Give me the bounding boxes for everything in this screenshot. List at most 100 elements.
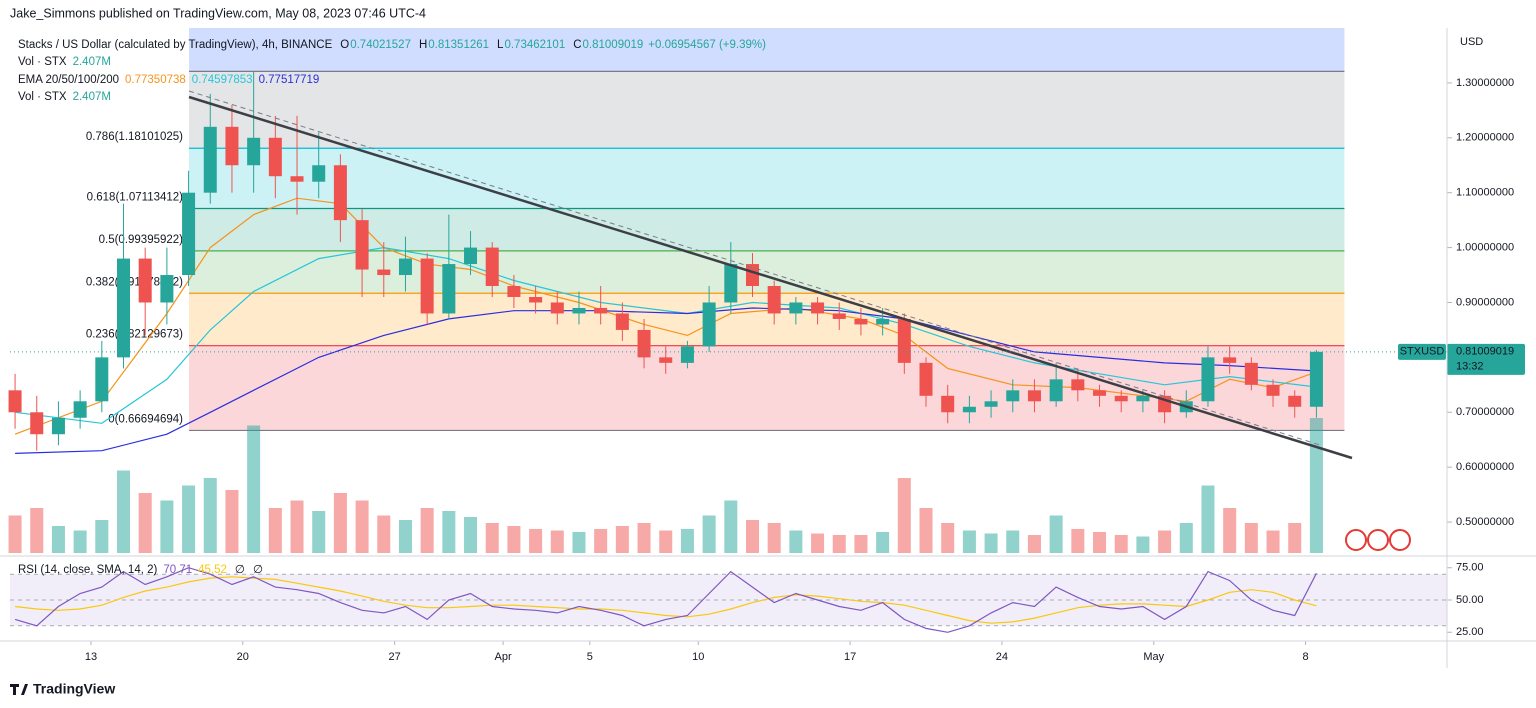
rsi-line (14, 567, 1317, 633)
legend-item: ∅ (253, 564, 263, 576)
volume-bar (811, 533, 825, 553)
candle-body (95, 357, 109, 402)
y-tick-label: 0.60000000 (1456, 461, 1514, 473)
candle-body (1201, 357, 1215, 402)
candle-body (789, 302, 803, 314)
fib-level-label: 0.236(0.82129673) (86, 329, 183, 341)
volume-bar (1006, 530, 1020, 553)
ema-line (14, 197, 1317, 435)
x-tick-label: 20 (237, 651, 249, 663)
candle-body (919, 362, 933, 396)
fib-zone (189, 71, 1345, 149)
volume-bar (529, 529, 543, 553)
volume-bar (268, 508, 282, 553)
rsi-layer: 75.00 50.00 25.00 (10, 562, 1484, 638)
candle-body (268, 137, 282, 177)
volume-bar (702, 515, 716, 553)
flag-icon[interactable] (1367, 529, 1389, 551)
rsi-ma-line (15, 576, 1317, 624)
candle-body (485, 247, 499, 287)
legend-item: 45.52 (198, 564, 227, 576)
legend-item: 0.81351261 (428, 39, 489, 51)
volume-bar (594, 529, 608, 553)
volume-bar (95, 520, 109, 553)
volume-bar (160, 500, 174, 553)
label-layer: 1.30000000 1.20000000 1.10000000 1.00000000… (10, 39, 1525, 663)
legend-item: 0.74597853 (192, 74, 253, 86)
candle-body (312, 165, 326, 182)
flag-icon[interactable] (1345, 529, 1367, 551)
ema-line (15, 246, 1317, 424)
legend-item: C (573, 39, 581, 51)
legend-item: +0.06954567 (+9.39%) (648, 39, 766, 51)
fib-level-label: 0.5(0.99395922) (99, 234, 184, 246)
y-tick-label: 1.20000000 (1456, 132, 1514, 144)
candle-body (702, 302, 716, 347)
fib-extension-zone (189, 28, 1345, 72)
volume-bar (182, 485, 196, 553)
volume-bar (464, 517, 478, 553)
legend-row: EMA 20/50/100/200 0.77350738 0.74597853 0.7… (18, 74, 319, 86)
volume-bar (442, 511, 456, 553)
volume-bar (767, 523, 781, 553)
candle-body (876, 318, 890, 325)
candle-body (203, 126, 217, 193)
y-tick-label: 1.00000000 (1456, 241, 1514, 253)
ema-line (15, 307, 1317, 454)
candle-body (464, 247, 478, 265)
x-tick-label: 13 (85, 651, 97, 663)
fib-zone (189, 148, 1345, 209)
candle-body (811, 302, 825, 314)
x-tick-label: 10 (692, 651, 704, 663)
x-tick-label: 24 (996, 651, 1008, 663)
candle-body (1071, 379, 1085, 391)
logo-mark (10, 684, 28, 695)
legend-row: Vol · STX 2.407M (18, 56, 111, 68)
legend-item: 0.77517719 (259, 74, 320, 86)
fib-level-label: 0.618(1.07113412) (87, 192, 184, 204)
ema-layer (14, 197, 1317, 454)
legend-item: 0.81009019 (583, 39, 644, 51)
candle-body (680, 346, 694, 363)
fib-zone (189, 293, 1345, 346)
volume-bar (420, 508, 434, 553)
volume-bar (51, 526, 65, 553)
volume-bar (203, 478, 217, 553)
volume-bar (377, 515, 391, 553)
candle-body (637, 329, 651, 358)
legend-row: Vol · STX 2.407M (18, 91, 111, 103)
volume-bar (8, 515, 22, 553)
flag-icon[interactable] (1389, 529, 1411, 551)
candle-body (247, 137, 261, 166)
candle-body (182, 192, 196, 276)
symbol-tag (1398, 343, 1446, 360)
legend-item: EMA 20/50/100/200 (18, 74, 119, 86)
volume-bar (1179, 523, 1193, 553)
volume-bar (572, 532, 586, 553)
volume-bar (1288, 523, 1302, 553)
logo-text: TradingView (33, 681, 115, 697)
price-tag (1447, 343, 1525, 375)
candle-body (1309, 351, 1323, 407)
candle-body (1114, 395, 1128, 402)
candle-body (941, 395, 955, 413)
candle-body (615, 313, 629, 330)
volume-bar (962, 530, 976, 553)
fib-zone (189, 208, 1345, 251)
volume-bar (290, 500, 304, 553)
y-tick-label: 0.90000000 (1456, 296, 1514, 308)
rsi-legend: RSI (14, close, SMA, 14, 2) 70.71 45.52 ∅ ∅ (18, 564, 263, 576)
volume-bar (507, 526, 521, 553)
volume-bar (225, 490, 239, 553)
volume-bar (1136, 536, 1150, 553)
candle-body (550, 302, 564, 314)
candle-body (442, 264, 456, 314)
volume-bar (1027, 535, 1041, 553)
x-tick-label: 27 (388, 651, 400, 663)
x-tick-label: 17 (844, 651, 856, 663)
x-tick-label: May (1143, 651, 1164, 663)
candle-body (529, 296, 543, 303)
y-tick-label: 1.30000000 (1456, 77, 1514, 89)
fib-level-label: 0(0.66694694) (108, 413, 183, 425)
volume-bar (897, 478, 911, 553)
